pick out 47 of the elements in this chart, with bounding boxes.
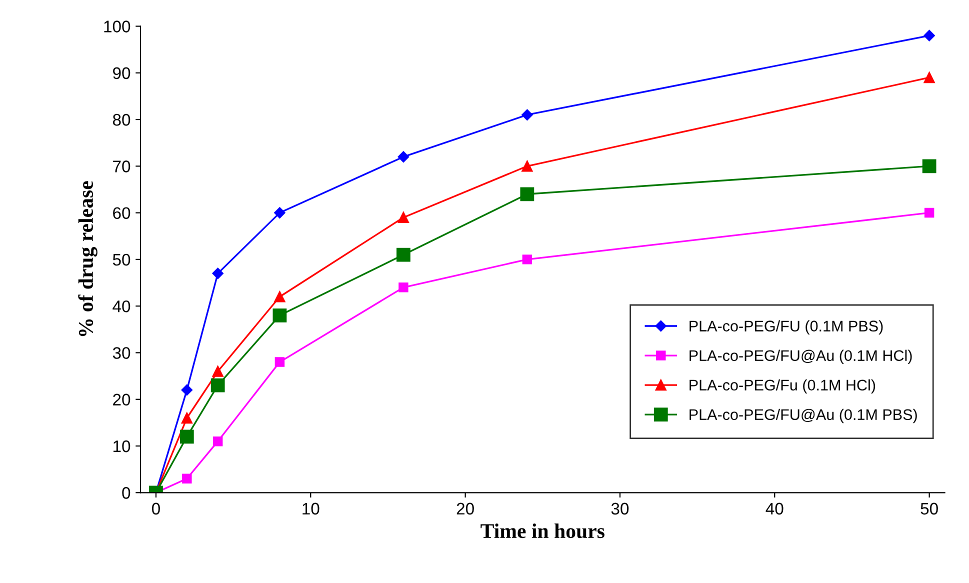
y-tick-label: 100 bbox=[104, 20, 130, 32]
y-tick-label: 40 bbox=[112, 300, 130, 312]
point bbox=[274, 207, 286, 218]
x-tick-label: 10 bbox=[302, 502, 320, 515]
point bbox=[181, 412, 192, 424]
y-tick-label: 80 bbox=[112, 114, 130, 126]
y-tick-label: 30 bbox=[112, 347, 130, 359]
point bbox=[924, 208, 934, 218]
legend-label: PLA-co-PEG/Fu (0.1M HCl) bbox=[690, 379, 876, 394]
point bbox=[212, 436, 223, 446]
x-tick-label: 20 bbox=[456, 502, 474, 515]
y-axis-title: % of drug release bbox=[78, 181, 98, 336]
point bbox=[522, 160, 533, 172]
legend-label: PLA-co-PEG/FU@Au (0.1M PBS) bbox=[690, 408, 917, 424]
x-tick-label: 30 bbox=[611, 502, 629, 515]
y-tick-label: 10 bbox=[114, 440, 130, 452]
y-tick-label: 20 bbox=[113, 394, 130, 406]
point bbox=[396, 248, 410, 262]
point bbox=[922, 159, 936, 174]
point bbox=[272, 308, 287, 322]
point bbox=[522, 254, 532, 264]
x-axis-title: Time in hours bbox=[480, 523, 604, 538]
y-tick-label: 60 bbox=[113, 207, 130, 219]
x-tick-label: 40 bbox=[766, 502, 784, 515]
point bbox=[210, 378, 225, 392]
point bbox=[274, 357, 285, 367]
point bbox=[520, 187, 534, 202]
point bbox=[398, 282, 408, 292]
legend-label: PLA-co-PEG/FU@Au (0.1M HCl) bbox=[690, 350, 912, 364]
y-tick-label: 70 bbox=[113, 160, 130, 172]
point bbox=[522, 109, 533, 120]
point bbox=[924, 30, 935, 42]
point bbox=[180, 430, 194, 444]
point bbox=[924, 72, 935, 84]
x-tick-label: 50 bbox=[920, 502, 938, 515]
y-tick-label: 90 bbox=[113, 67, 130, 80]
point bbox=[182, 474, 192, 484]
x-tick-label: 0 bbox=[152, 502, 160, 515]
point bbox=[212, 268, 224, 280]
point bbox=[181, 384, 193, 396]
point bbox=[212, 366, 224, 377]
point bbox=[398, 151, 410, 162]
legend-label: PLA-co-PEG/FU (0.1M PBS) bbox=[690, 320, 883, 335]
point bbox=[398, 212, 409, 224]
y-tick-label: 0 bbox=[122, 487, 130, 499]
y-tick-label: 50 bbox=[112, 254, 130, 266]
point bbox=[274, 291, 286, 302]
